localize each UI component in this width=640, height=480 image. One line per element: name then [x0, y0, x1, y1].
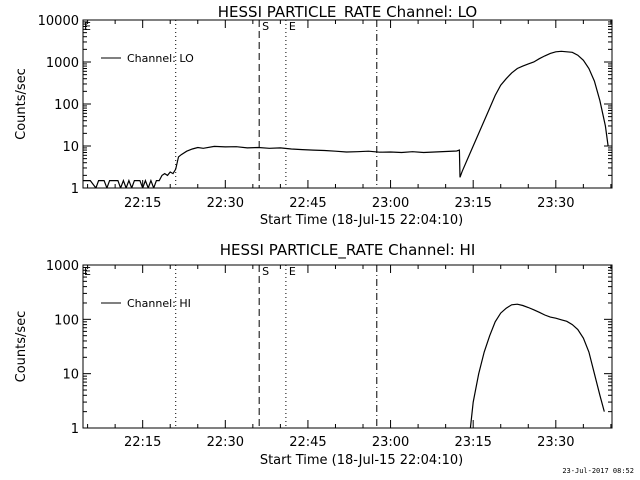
- panel-lo: HESSI PARTICLE_RATE Channel: LO 1 10 100 100…: [14, 3, 613, 228]
- x-tick-label: 23:30: [537, 196, 574, 211]
- plot-frame: [82, 264, 613, 429]
- x-tick-label: 23:15: [454, 196, 491, 211]
- y-tick-label: 1: [71, 422, 79, 437]
- x-tick-label: 22:30: [207, 196, 244, 211]
- x-tick-label: 23:30: [537, 435, 574, 450]
- legend-label: Channel: HI: [127, 297, 191, 310]
- event-marker-label: S: [262, 265, 269, 278]
- y-tick-label: 10: [62, 368, 79, 383]
- x-tick-label: 22:15: [124, 435, 161, 450]
- corner-mark-label: E: [84, 20, 91, 33]
- generated-timestamp: 23-Jul-2017 08:52: [562, 467, 634, 475]
- event-marker-label: S: [262, 20, 269, 33]
- y-tick-label: 1000: [46, 259, 79, 274]
- x-axis-label: Start Time (18-Jul-15 22:04:10): [260, 213, 463, 228]
- event-marker-label: E: [289, 265, 296, 278]
- event-marker-label: E: [289, 20, 296, 33]
- y-tick-label: 100: [54, 98, 79, 113]
- x-tick-label: 22:30: [207, 435, 244, 450]
- x-tick-label: 23:00: [372, 435, 409, 450]
- series-line: [83, 50, 609, 188]
- y-axis-label: Counts/sec: [14, 68, 29, 140]
- x-axis-label: Start Time (18-Jul-15 22:04:10): [260, 453, 463, 468]
- corner-mark-label: E: [84, 265, 91, 278]
- chart-title: HESSI PARTICLE_RATE Channel: HI: [220, 241, 476, 260]
- x-tick-label: 23:15: [454, 435, 491, 450]
- chart-title: HESSI PARTICLE_RATE Channel: LO: [218, 3, 477, 22]
- series-line: [469, 303, 605, 428]
- x-tick-label: 23:00: [372, 196, 409, 211]
- y-axis-label: Counts/sec: [14, 311, 29, 383]
- y-tick-label: 100: [54, 313, 79, 328]
- x-tick-label: 22:45: [289, 435, 326, 450]
- y-tick-label: 10: [62, 140, 79, 155]
- legend-label: Channel: LO: [127, 52, 194, 65]
- y-tick-label: 1: [71, 182, 79, 197]
- x-tick-label: 22:45: [289, 196, 326, 211]
- y-tick-label: 1000: [46, 56, 79, 71]
- panel-hi: HESSI PARTICLE_RATE Channel: HI 1 10 100 100…: [14, 241, 613, 468]
- y-tick-label: 10000: [38, 14, 79, 29]
- plot-frame: [82, 19, 613, 189]
- x-tick-label: 22:15: [124, 196, 161, 211]
